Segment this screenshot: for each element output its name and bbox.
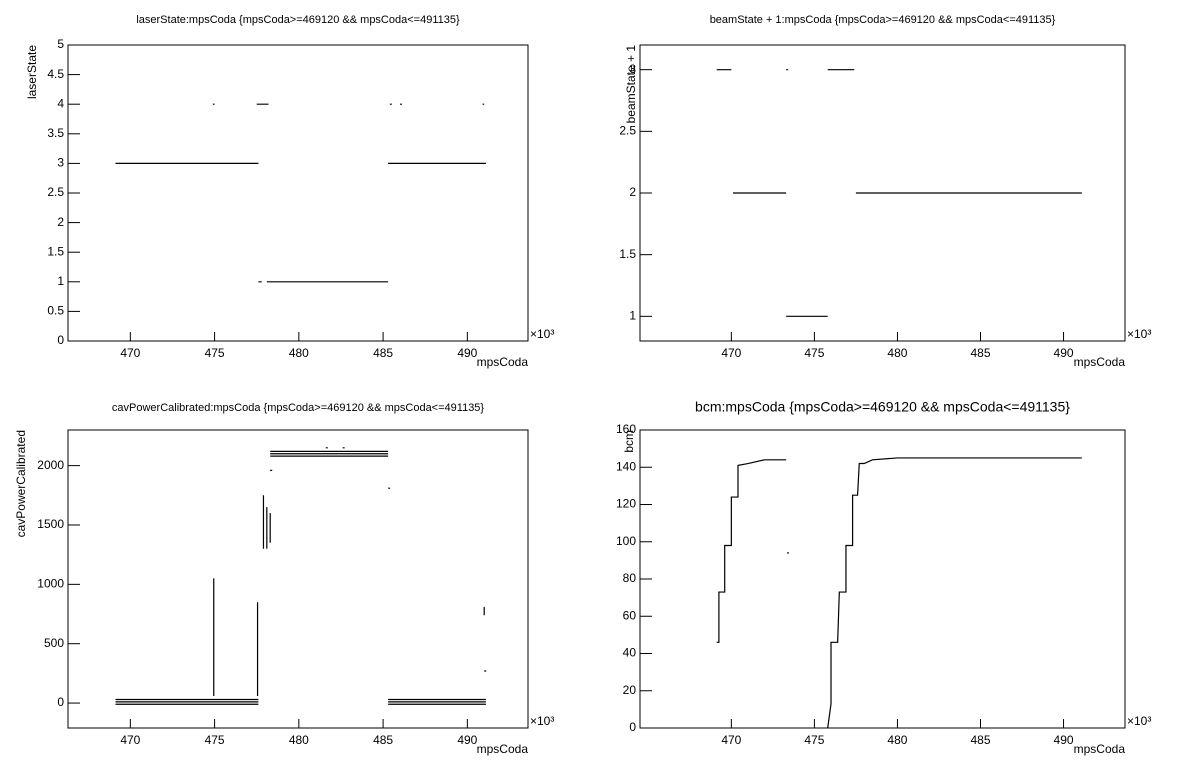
y-tick-label: 2.5 [47, 185, 64, 199]
x-tick-label: 470 [120, 346, 140, 360]
chart-title: beamState + 1:mpsCoda {mpsCoda>=469120 &… [710, 14, 1056, 26]
y-tick-label: 1 [629, 309, 636, 323]
x-axis-label: mpsCoda [1074, 355, 1126, 369]
y-tick-label: 1.5 [619, 247, 636, 261]
x-tick-label: 480 [887, 733, 907, 747]
y-tick-label: 160 [616, 422, 636, 436]
y-tick-label: 140 [616, 459, 636, 473]
x-axis-multiplier: ×10³ [1127, 327, 1151, 341]
data-trace [115, 447, 487, 705]
y-tick-label: 5 [57, 37, 64, 51]
x-tick-label: 475 [804, 346, 824, 360]
y-tick-label: 40 [623, 646, 637, 660]
y-tick-label: 2000 [37, 458, 64, 472]
y-tick-label: 3.5 [47, 126, 64, 140]
x-axis-label: mpsCoda [1074, 742, 1126, 756]
y-tick-label: 1000 [37, 577, 64, 591]
y-tick-label: 4.5 [47, 67, 64, 81]
x-axis-label: mpsCoda [477, 742, 529, 756]
y-tick-label: 2 [629, 185, 636, 199]
y-tick-label: 0 [629, 720, 636, 734]
x-tick-label: 475 [205, 346, 225, 360]
plot-frame [67, 429, 529, 729]
x-tick-label: 485 [970, 346, 990, 360]
y-axis-label: laserState [25, 45, 39, 99]
y-tick-label: 2 [57, 215, 64, 229]
y-tick-label: 3 [629, 62, 636, 76]
y-tick-label: 0 [57, 695, 64, 709]
x-tick-label: 475 [804, 733, 824, 747]
x-axis-multiplier: ×10³ [530, 714, 554, 728]
y-tick-label: 1500 [37, 517, 64, 531]
x-tick-label: 485 [970, 733, 990, 747]
y-tick-label: 500 [44, 636, 64, 650]
y-tick-label: 4 [57, 96, 64, 110]
y-axis-label: bcm [622, 430, 636, 453]
x-tick-label: 475 [205, 733, 225, 747]
y-tick-label: 2.5 [619, 124, 636, 138]
x-tick-label: 485 [373, 733, 393, 747]
y-tick-label: 1.5 [47, 244, 64, 258]
y-tick-label: 0 [57, 333, 64, 347]
x-tick-label: 480 [289, 346, 309, 360]
x-tick-label: 490 [1054, 733, 1074, 747]
chart-title: bcm:mpsCoda {mpsCoda>=469120 && mpsCoda<… [695, 399, 1070, 415]
data-trace [115, 103, 486, 283]
y-tick-label: 120 [616, 497, 636, 511]
y-axis-label: beamState + 1 [624, 45, 638, 124]
x-tick-label: 470 [120, 733, 140, 747]
y-tick-label: 20 [623, 683, 637, 697]
y-tick-label: 60 [623, 608, 637, 622]
x-tick-label: 470 [721, 346, 741, 360]
y-axis-label: cavPowerCalibrated [14, 430, 28, 537]
x-tick-label: 490 [457, 346, 477, 360]
x-tick-label: 485 [373, 346, 393, 360]
chart-title: cavPowerCalibrated:mpsCoda {mpsCoda>=469… [112, 402, 485, 414]
data-trace [716, 69, 1082, 317]
y-tick-label: 1 [57, 274, 64, 288]
x-tick-label: 490 [1054, 346, 1074, 360]
y-tick-label: 0.5 [47, 304, 64, 318]
y-tick-label: 3 [57, 156, 64, 170]
y-tick-label: 100 [616, 534, 636, 548]
data-trace [716, 457, 1082, 729]
x-axis-label: mpsCoda [477, 355, 529, 369]
x-axis-multiplier: ×10³ [530, 327, 554, 341]
x-tick-label: 480 [289, 733, 309, 747]
x-tick-label: 470 [721, 733, 741, 747]
x-tick-label: 480 [887, 346, 907, 360]
x-axis-multiplier: ×10³ [1127, 714, 1151, 728]
chart-title: laserState:mpsCoda {mpsCoda>=469120 && m… [136, 14, 460, 26]
x-tick-label: 490 [457, 733, 477, 747]
y-tick-label: 80 [623, 571, 637, 585]
